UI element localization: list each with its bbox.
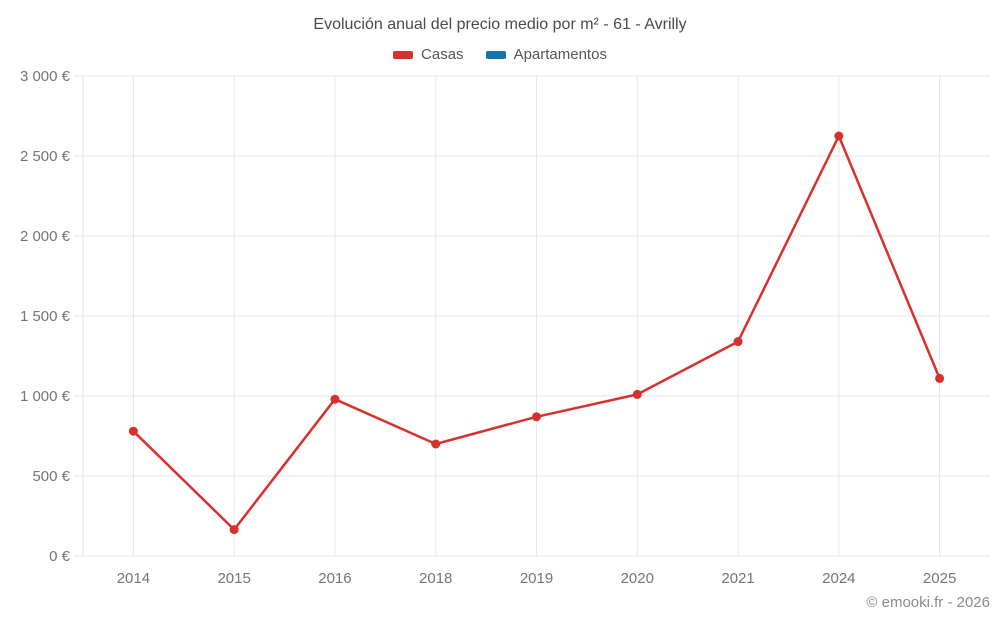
casas-point-2021[interactable] xyxy=(733,337,743,347)
y-tick-label: 2 000 € xyxy=(20,228,71,245)
x-tick-label: 2018 xyxy=(419,570,452,587)
legend-label-apartamentos: Apartamentos xyxy=(513,46,607,63)
chart-legend: Casas Apartamentos xyxy=(0,46,1000,63)
casas-point-2020[interactable] xyxy=(632,389,642,399)
x-tick-label: 2014 xyxy=(117,570,150,587)
legend-item-casas[interactable]: Casas xyxy=(393,46,464,63)
casas-point-2024[interactable] xyxy=(834,131,844,141)
casas-point-2015[interactable] xyxy=(229,525,239,535)
x-tick-label: 2020 xyxy=(621,570,654,587)
casas-swatch-icon xyxy=(393,50,414,59)
footer-credit: © emooki.fr - 2026 xyxy=(866,594,990,611)
y-tick-label: 2 500 € xyxy=(20,148,71,165)
x-tick-label: 2016 xyxy=(318,570,351,587)
casas-point-2014[interactable] xyxy=(128,426,138,436)
chart-title: Evolución anual del precio medio por m² … xyxy=(313,16,687,33)
casas-point-2018[interactable] xyxy=(431,439,441,449)
x-tick-label: 2024 xyxy=(822,570,855,587)
x-tick-label: 2025 xyxy=(923,570,956,587)
legend-item-apartamentos[interactable]: Apartamentos xyxy=(485,46,607,63)
y-tick-label: 3 000 € xyxy=(20,68,71,85)
x-tick-label: 2019 xyxy=(520,570,553,587)
y-tick-label: 0 € xyxy=(49,548,71,565)
x-tick-label: 2015 xyxy=(217,570,250,587)
casas-point-2025[interactable] xyxy=(935,373,945,383)
casas-point-2019[interactable] xyxy=(532,412,541,422)
y-tick-label: 1 000 € xyxy=(20,388,71,405)
y-tick-label: 500 € xyxy=(32,468,70,485)
casas-point-2016[interactable] xyxy=(330,394,340,404)
y-tick-label: 1 500 € xyxy=(20,308,71,325)
x-tick-label: 2021 xyxy=(721,570,754,587)
legend-label-casas: Casas xyxy=(421,46,464,63)
apartamentos-swatch-icon xyxy=(485,50,506,59)
